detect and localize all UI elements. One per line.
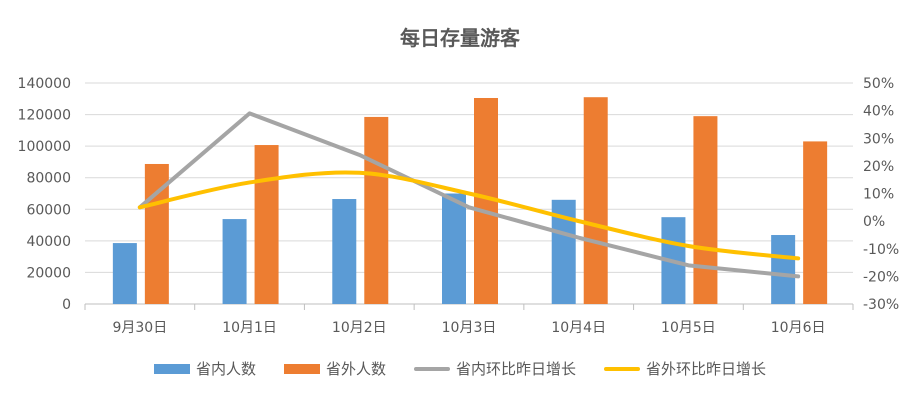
- y-right-tick-label: 40%: [863, 104, 894, 120]
- legend-label: 省外环比昨日增长: [646, 360, 767, 378]
- legend-item: 省外人数: [283, 358, 386, 379]
- line-series-0: [137, 111, 801, 279]
- bar-province-inner: [771, 235, 796, 304]
- legend-swatch: [283, 363, 320, 374]
- bar-province-inner: [332, 199, 357, 304]
- legend-label: 省内环比昨日增长: [456, 360, 577, 378]
- legend-swatch: [604, 366, 641, 371]
- x-tick-label: 10月5日: [661, 320, 716, 336]
- legend-label: 省内人数: [195, 360, 256, 378]
- y-right-tick-label: 50%: [863, 76, 894, 92]
- bar-province-outer: [693, 116, 718, 305]
- x-tick-label: 10月4日: [551, 320, 606, 336]
- y-right-tick-label: -10%: [863, 242, 899, 258]
- x-tick-label: 10月1日: [222, 320, 277, 336]
- y-left-tick-label: 140000: [18, 76, 71, 92]
- x-tick-label: 10月6日: [771, 320, 826, 336]
- bar-province-inner: [112, 243, 137, 304]
- y-right-tick-label: 10%: [863, 187, 894, 203]
- y-left-tick-label: 120000: [18, 108, 71, 124]
- bar-province-inner: [442, 193, 466, 304]
- y-right-tick-label: 20%: [863, 159, 894, 175]
- line-series-1: [137, 170, 801, 261]
- legend-label: 省外人数: [325, 360, 386, 378]
- bar-province-inner: [222, 219, 247, 304]
- chart-title: 每日存量游客: [400, 26, 520, 50]
- bar-province-outer: [254, 145, 279, 304]
- y-right-tick-label: 30%: [863, 131, 894, 147]
- y-left-tick-label: 80000: [26, 171, 71, 187]
- x-tick-label: 10月3日: [442, 320, 497, 336]
- y-right-tick-label: -20%: [863, 269, 899, 285]
- y-right-tick-label: 0%: [863, 214, 885, 230]
- legend-swatch: [153, 363, 190, 374]
- legend-item: 省外环比昨日增长: [604, 358, 766, 379]
- legend-item: 省内环比昨日增长: [414, 358, 576, 379]
- bar-province-outer: [803, 141, 828, 304]
- y-left-tick-label: 60000: [26, 202, 71, 218]
- y-left-tick-label: 40000: [26, 234, 71, 250]
- legend-swatch: [414, 366, 450, 371]
- y-left-tick-label: 0: [62, 297, 71, 313]
- x-tick-label: 10月2日: [332, 320, 387, 336]
- x-tick-label: 9月30日: [112, 320, 167, 336]
- bar-province-outer: [583, 97, 608, 304]
- legend-item: 省内人数: [153, 358, 256, 379]
- legend: 省内人数 省外人数 省内环比昨日增长 省外环比昨日增长: [0, 358, 920, 379]
- y-left-tick-label: 100000: [18, 139, 71, 155]
- y-right-tick-label: -30%: [863, 297, 899, 313]
- y-left-tick-label: 20000: [26, 265, 71, 281]
- bar-province-outer: [364, 116, 389, 304]
